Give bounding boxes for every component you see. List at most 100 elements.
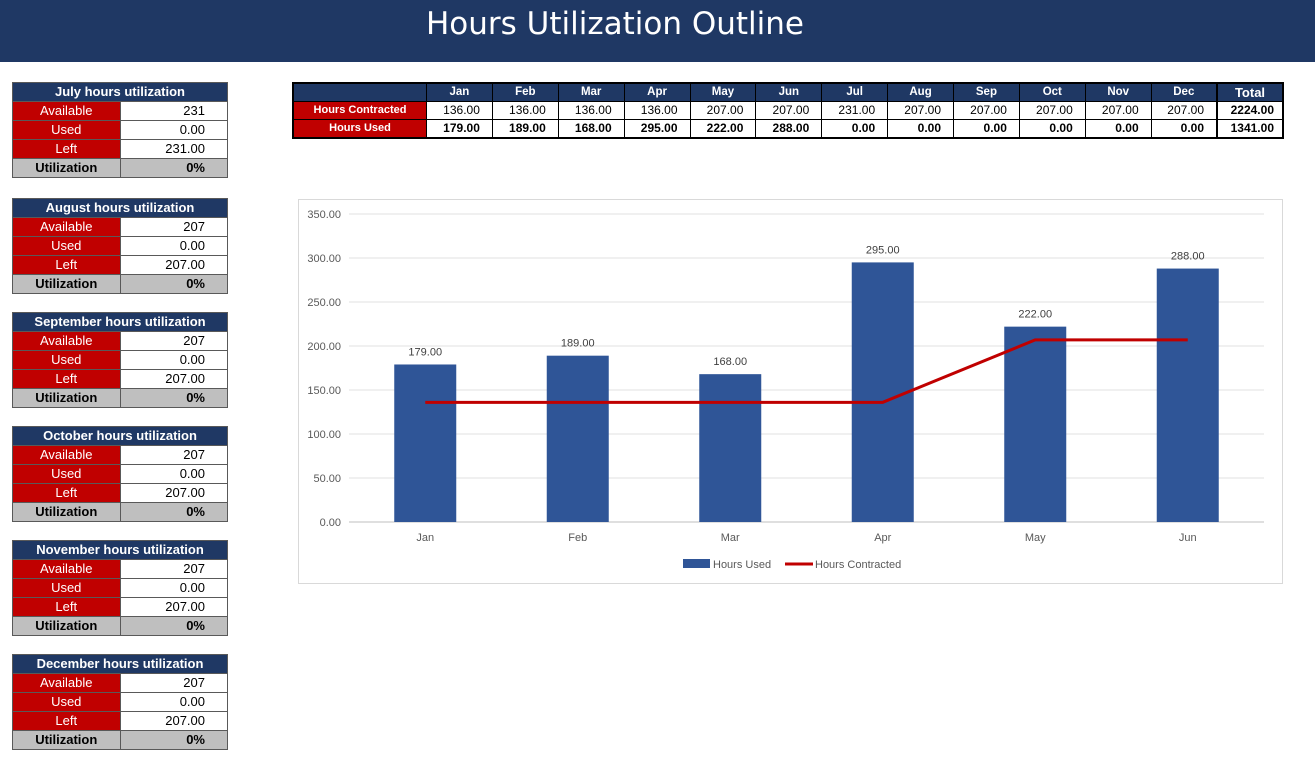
- utilization-label: Utilization: [12, 730, 121, 750]
- used-label: Used: [12, 578, 121, 598]
- summary-cell[interactable]: 207.00: [1150, 101, 1218, 120]
- utilization-value[interactable]: 0%: [119, 274, 228, 294]
- utilization-table-title: November hours utilization: [12, 540, 228, 560]
- summary-cell[interactable]: 189.00: [491, 119, 559, 139]
- summary-total-cell[interactable]: 1341.00: [1216, 119, 1284, 139]
- utilization-value[interactable]: 0%: [119, 502, 228, 522]
- left-value[interactable]: 231.00: [119, 139, 228, 159]
- left-value[interactable]: 207.00: [119, 369, 228, 389]
- summary-header-row: Jan Feb Mar Apr May Jun Jul Aug Sep Oct Nov Dec Tota…: [292, 82, 1284, 102]
- summary-cell[interactable]: 207.00: [887, 101, 954, 120]
- y-tick-label: 0.00: [320, 517, 341, 529]
- left-value[interactable]: 207.00: [119, 711, 228, 731]
- available-label: Available: [12, 331, 121, 351]
- utilization-label: Utilization: [12, 388, 121, 408]
- utilization-value[interactable]: 0%: [119, 616, 228, 636]
- month-header: Dec: [1150, 82, 1218, 102]
- bar-data-label: 295.00: [866, 244, 900, 256]
- bar-data-label: 288.00: [1171, 251, 1205, 263]
- left-value[interactable]: 207.00: [119, 483, 228, 503]
- left-value[interactable]: 207.00: [119, 255, 228, 275]
- used-label: Used: [12, 692, 121, 712]
- summary-cell[interactable]: 207.00: [689, 101, 757, 120]
- summary-row-label: Hours Used: [292, 119, 427, 139]
- used-value[interactable]: 0.00: [119, 692, 228, 712]
- y-tick-label: 150.00: [307, 385, 341, 397]
- bar-data-label: 179.00: [408, 346, 442, 358]
- summary-cell[interactable]: 295.00: [623, 119, 691, 139]
- month-header: May: [689, 82, 757, 102]
- summary-cell[interactable]: 0.00: [953, 119, 1020, 139]
- summary-corner-cell: [292, 82, 427, 102]
- summary-cell[interactable]: 136.00: [623, 101, 691, 120]
- y-tick-label: 250.00: [307, 297, 341, 309]
- summary-cell[interactable]: 0.00: [1150, 119, 1218, 139]
- available-value[interactable]: 207: [119, 331, 228, 351]
- utilization-value[interactable]: 0%: [119, 158, 228, 178]
- hours-summary-table: Jan Feb Mar Apr May Jun Jul Aug Sep Oct Nov Dec Tota…: [292, 82, 1284, 139]
- bar-hours-used: [546, 355, 609, 522]
- summary-cell[interactable]: 0.00: [821, 119, 889, 139]
- utilization-table: September hours utilization Available 207 U…: [12, 312, 228, 408]
- used-value[interactable]: 0.00: [119, 578, 228, 598]
- utilization-table-title: December hours utilization: [12, 654, 228, 674]
- summary-cell[interactable]: 288.00: [755, 119, 823, 139]
- summary-cell[interactable]: 222.00: [689, 119, 757, 139]
- legend-label-hours-contracted: Hours Contracted: [815, 559, 901, 571]
- utilization-table: October hours utilization Available 207 Use…: [12, 426, 228, 522]
- available-label: Available: [12, 673, 121, 693]
- available-label: Available: [12, 445, 121, 465]
- summary-cell[interactable]: 168.00: [557, 119, 625, 139]
- utilization-label: Utilization: [12, 158, 121, 178]
- bar-data-label: 168.00: [713, 356, 747, 368]
- x-tick-label: Apr: [874, 532, 891, 544]
- total-header: Total: [1216, 82, 1284, 102]
- available-value[interactable]: 207: [119, 217, 228, 237]
- available-value[interactable]: 207: [119, 559, 228, 579]
- summary-row-label: Hours Contracted: [292, 101, 427, 120]
- available-value[interactable]: 231: [119, 101, 228, 121]
- left-value[interactable]: 207.00: [119, 597, 228, 617]
- month-header: Aug: [887, 82, 954, 102]
- utilization-value[interactable]: 0%: [119, 730, 228, 750]
- summary-cell[interactable]: 0.00: [1018, 119, 1086, 139]
- used-value[interactable]: 0.00: [119, 464, 228, 484]
- summary-cell[interactable]: 0.00: [1084, 119, 1152, 139]
- available-value[interactable]: 207: [119, 445, 228, 465]
- month-header: Jun: [755, 82, 823, 102]
- summary-cell[interactable]: 207.00: [1084, 101, 1152, 120]
- summary-cell[interactable]: 0.00: [887, 119, 954, 139]
- used-value[interactable]: 0.00: [119, 350, 228, 370]
- summary-cell[interactable]: 179.00: [426, 119, 493, 139]
- utilization-table: August hours utilization Available 207 Used…: [12, 198, 228, 294]
- summary-cell[interactable]: 136.00: [491, 101, 559, 120]
- utilization-table-title: October hours utilization: [12, 426, 228, 446]
- month-header: Jul: [821, 82, 889, 102]
- bar-hours-used: [699, 374, 762, 522]
- summary-cell[interactable]: 207.00: [755, 101, 823, 120]
- bar-data-label: 222.00: [1018, 309, 1052, 321]
- available-value[interactable]: 207: [119, 673, 228, 693]
- utilization-value[interactable]: 0%: [119, 388, 228, 408]
- chart-svg: 0.00 50.00 100.00 150.00 200.00 250.00 300.00 3…: [307, 209, 1264, 571]
- summary-cell[interactable]: 207.00: [953, 101, 1020, 120]
- available-label: Available: [12, 217, 121, 237]
- utilization-table: December hours utilization Available 207 Us…: [12, 654, 228, 750]
- summary-total-cell[interactable]: 2224.00: [1216, 101, 1284, 120]
- month-header: Apr: [623, 82, 691, 102]
- left-label: Left: [12, 139, 121, 159]
- left-label: Left: [12, 597, 121, 617]
- used-value[interactable]: 0.00: [119, 120, 228, 140]
- used-label: Used: [12, 350, 121, 370]
- used-value[interactable]: 0.00: [119, 236, 228, 256]
- month-header: Mar: [557, 82, 625, 102]
- summary-cell[interactable]: 207.00: [1018, 101, 1086, 120]
- month-header: Nov: [1084, 82, 1152, 102]
- y-tick-label: 300.00: [307, 253, 341, 265]
- x-tick-label: Mar: [721, 532, 740, 544]
- summary-cell[interactable]: 136.00: [557, 101, 625, 120]
- bar-data-label: 189.00: [561, 338, 595, 350]
- summary-cell[interactable]: 231.00: [821, 101, 889, 120]
- y-tick-label: 50.00: [313, 473, 341, 485]
- summary-cell[interactable]: 136.00: [426, 101, 493, 120]
